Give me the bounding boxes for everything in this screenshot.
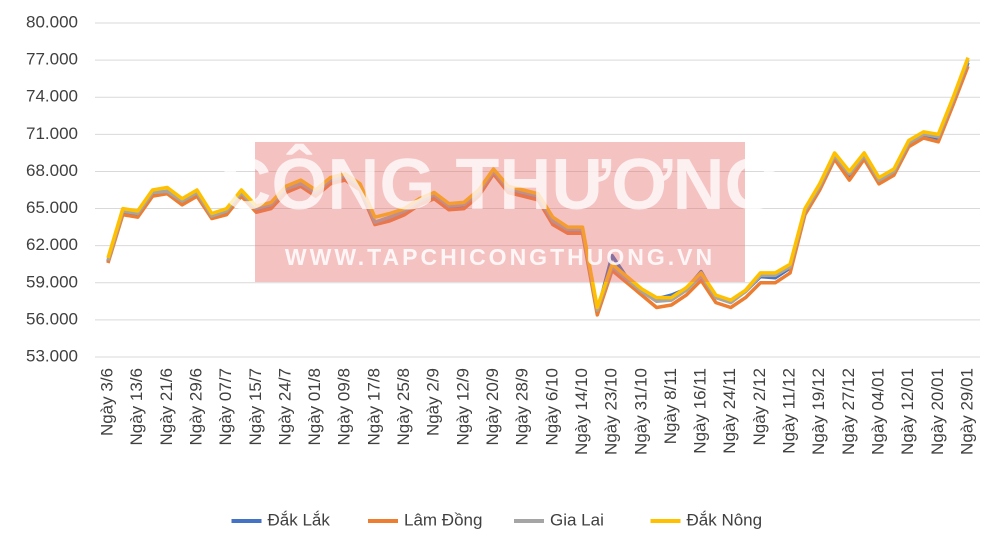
legend-label: Đắk Lắk bbox=[268, 510, 331, 529]
watermark-box bbox=[255, 142, 745, 282]
x-tick-label: Ngày 17/8 bbox=[364, 368, 383, 446]
x-tick-label: Ngày 12/01 bbox=[898, 368, 917, 455]
x-tick-label: Ngày 29/01 bbox=[957, 368, 976, 455]
x-tick-label: Ngày 2/9 bbox=[424, 368, 443, 436]
x-tick-label: Ngày 24/11 bbox=[720, 368, 739, 454]
x-tick-label: Ngày 13/6 bbox=[127, 368, 146, 446]
x-tick-label: Ngày 31/10 bbox=[631, 368, 650, 455]
x-tick-label: Ngày 2/12 bbox=[750, 368, 769, 446]
x-tick-label: Ngày 11/12 bbox=[780, 368, 799, 454]
y-tick-label: 71.000 bbox=[26, 124, 78, 143]
x-tick-label: Ngày 8/11 bbox=[661, 368, 680, 444]
watermark-title: CÔNG THƯƠNG bbox=[219, 144, 780, 225]
x-tick-label: Ngày 24/7 bbox=[275, 368, 294, 446]
x-tick-label: Ngày 23/10 bbox=[602, 368, 621, 455]
x-tick-label: Ngày 07/7 bbox=[216, 368, 235, 446]
series-line bbox=[106, 56, 970, 310]
x-tick-label: Ngày 01/8 bbox=[305, 368, 324, 446]
y-tick-label: 53.000 bbox=[26, 346, 78, 365]
x-tick-label: Ngày 14/10 bbox=[572, 368, 591, 455]
x-tick-label: Ngày 3/6 bbox=[97, 368, 116, 436]
x-tick-label: Ngày 16/11 bbox=[691, 368, 710, 454]
x-tick-label: Ngày 6/10 bbox=[542, 368, 561, 446]
x-tick-label: Ngày 15/7 bbox=[246, 368, 265, 446]
watermark-url: WWW.TAPCHICONGTHUONG.VN bbox=[285, 244, 715, 270]
x-tick-label: Ngày 27/12 bbox=[839, 368, 858, 455]
x-tick-label: Ngày 29/6 bbox=[186, 368, 205, 446]
y-tick-label: 74.000 bbox=[26, 87, 78, 106]
x-tick-label: Ngày 21/6 bbox=[157, 368, 176, 446]
y-tick-label: 80.000 bbox=[26, 12, 78, 31]
y-tick-label: 77.000 bbox=[26, 50, 78, 69]
y-tick-label: 56.000 bbox=[26, 309, 78, 328]
legend-label: Đắk Nông bbox=[687, 510, 763, 529]
legend-label: Lâm Đồng bbox=[404, 510, 482, 529]
x-tick-label: Ngày 09/8 bbox=[335, 368, 354, 446]
grid-layer bbox=[95, 22, 980, 358]
legend-label: Gia Lai bbox=[550, 510, 604, 529]
y-tick-label: 59.000 bbox=[26, 272, 78, 291]
x-tick-label: Ngày 04/01 bbox=[869, 368, 888, 455]
x-tick-label: Ngày 28/9 bbox=[513, 368, 532, 446]
x-tick-label: Ngày 20/01 bbox=[928, 368, 947, 455]
x-tick-label: Ngày 20/9 bbox=[483, 368, 502, 446]
x-tick-label: Ngày 12/9 bbox=[453, 368, 472, 446]
x-tick-label: Ngày 19/12 bbox=[809, 368, 828, 455]
y-tick-label: 68.000 bbox=[26, 161, 78, 180]
x-tick-label: Ngày 25/8 bbox=[394, 368, 413, 446]
y-tick-label: 62.000 bbox=[26, 235, 78, 254]
y-tick-label: 65.000 bbox=[26, 198, 78, 217]
